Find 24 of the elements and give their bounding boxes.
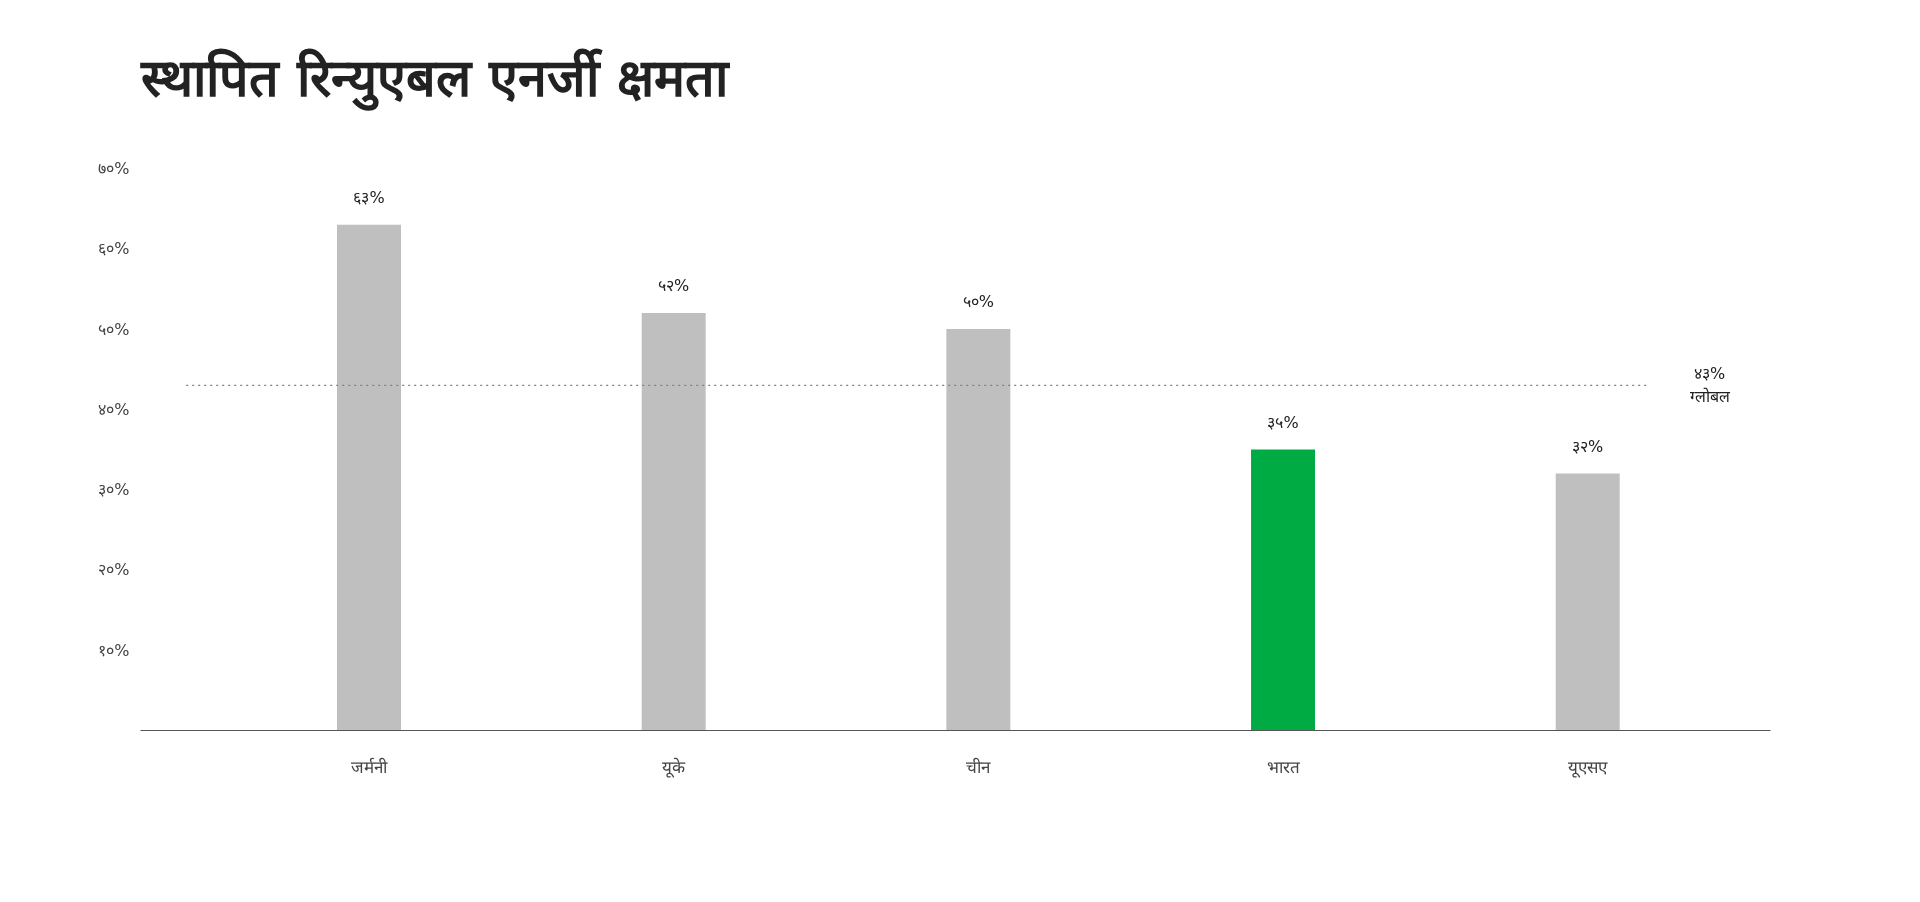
bar bbox=[1251, 449, 1316, 731]
data-label: ३५% bbox=[1267, 412, 1299, 432]
y-tick-label: ३०% bbox=[98, 480, 130, 500]
y-tick-label: ७०% bbox=[98, 159, 130, 179]
bar bbox=[946, 329, 1011, 731]
x-tick-label: भारत bbox=[1266, 756, 1300, 777]
x-tick-label: यूएसए bbox=[1568, 756, 1609, 778]
bar bbox=[1555, 473, 1620, 731]
x-tick-label: यूके bbox=[662, 756, 687, 778]
y-tick-label: ४०% bbox=[98, 399, 130, 419]
y-tick-label: १०% bbox=[98, 640, 130, 660]
data-label: ५२% bbox=[658, 276, 690, 296]
x-tick-label: चीन bbox=[966, 756, 992, 777]
y-tick-label: २०% bbox=[98, 560, 130, 580]
bar bbox=[337, 224, 401, 731]
data-label: ६३% bbox=[353, 187, 385, 207]
data-label: ५०% bbox=[962, 292, 994, 312]
bar bbox=[641, 313, 706, 731]
ref-line-label: ४३% ग्लोबल bbox=[1689, 364, 1731, 407]
y-tick-label: ६०% bbox=[98, 239, 130, 259]
x-tick-label: जर्मनी bbox=[351, 756, 388, 777]
data-label: ३२% bbox=[1572, 436, 1604, 456]
chart-title: स्थापित रिन्युएबल एनर्जी क्षमता bbox=[139, 47, 731, 111]
y-tick-label: ५०% bbox=[98, 319, 130, 339]
